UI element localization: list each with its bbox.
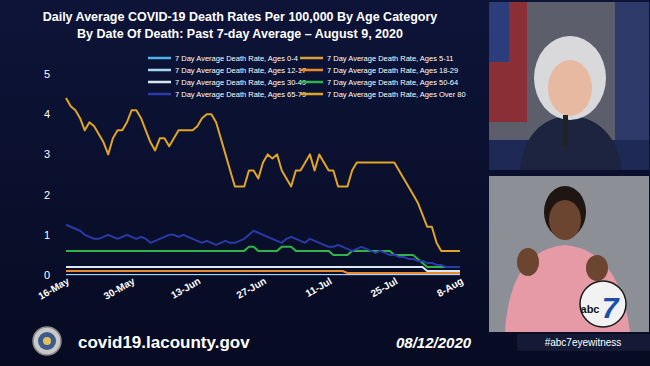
legend-label: 7 Day Average Death Rate, Ages 30-49 (175, 78, 306, 87)
x-tick-label: 8-Aug (435, 275, 465, 299)
y-tick-label: 4 (44, 108, 50, 120)
interpreter-hand (586, 255, 608, 281)
x-tick-label: 25-Jul (369, 275, 400, 299)
abc7-logo: abc7 (580, 281, 626, 327)
logo-text: abc (581, 303, 600, 315)
interpreter-face (549, 200, 581, 240)
chart-subtitle: By Date Of Death: Past 7-day Average – A… (77, 27, 403, 41)
hashtag-box (517, 334, 650, 351)
website: covid19.lacounty.gov (78, 333, 250, 352)
interpreter-video (489, 176, 649, 332)
x-tick-label: 27-Jun (235, 275, 268, 301)
speaker-body (520, 115, 622, 170)
legend-label: 7 Day Average Death Rate, Ages 18-29 (327, 66, 458, 75)
background (0, 0, 650, 366)
legend-swatch (300, 93, 323, 96)
x-tick-label: 30-May (102, 275, 137, 302)
x-tick-label: 13-Jun (169, 275, 202, 301)
logo-disc (580, 281, 626, 327)
date: 08/12/2020 (396, 334, 472, 351)
legend-label: 7 Day Average Death Rate, Ages 5-11 (327, 54, 453, 63)
x-tick-label: 11-Jul (304, 275, 334, 299)
y-tick-label: 3 (44, 148, 50, 160)
microphone (563, 115, 568, 147)
x-tick-label: 16-May (36, 275, 71, 302)
hashtag: #abc7eyewitness (545, 337, 622, 348)
series-line (66, 274, 460, 275)
series-line (66, 274, 460, 275)
speaker-face (548, 60, 592, 116)
speaker-bg (489, 2, 649, 170)
legend-swatch (300, 81, 323, 84)
x-axis-line (66, 275, 460, 276)
series-line (66, 271, 460, 273)
legend-label: 7 Day Average Death Rate, Ages 65-79 (175, 90, 306, 99)
screen: Daily Average COVID-19 Death Rates Per 1… (0, 0, 650, 366)
series-line (66, 267, 460, 271)
legend-label: 7 Day Average Death Rate, Ages 12-17 (175, 66, 306, 75)
y-tick-label: 1 (44, 229, 50, 241)
chart-title: Daily Average COVID-19 Death Rates Per 1… (43, 10, 438, 24)
interpreter-hand (517, 248, 539, 276)
y-tick-label: 5 (44, 68, 50, 80)
county-seal-inner (38, 332, 56, 350)
county-seal (33, 327, 61, 355)
legend-label: 7 Day Average Death Rate, Ages 50-64 (327, 78, 458, 87)
speaker-video (489, 2, 649, 170)
legend-swatch (148, 81, 171, 84)
flag-blue (489, 2, 509, 62)
logo-number: 7 (602, 291, 620, 324)
interpreter-bg (489, 176, 649, 332)
legend-swatch (148, 57, 171, 60)
legend-swatch (148, 69, 171, 72)
flag (489, 2, 527, 122)
legend-label: 7 Day Average Death Rate, Ages Over 80 (327, 90, 466, 99)
legend-swatch (148, 93, 171, 96)
interpreter-body (505, 245, 630, 332)
series-line (66, 274, 460, 275)
series-line (66, 98, 460, 251)
legend-label: 7 Day Average Death Rate, Ages 0-4 (175, 54, 298, 63)
legend: 7 Day Average Death Rate, Ages 0-4 7 Day … (148, 54, 466, 99)
plot-lines (66, 98, 460, 275)
flag-right (615, 2, 649, 142)
speaker-hair (534, 36, 606, 120)
y-tick-label: 2 (44, 189, 50, 201)
legend-swatch (300, 69, 323, 72)
county-seal-center (43, 337, 51, 345)
y-tick-label: 0 (44, 269, 50, 281)
legend-swatch (300, 57, 323, 60)
series-line (66, 225, 460, 267)
